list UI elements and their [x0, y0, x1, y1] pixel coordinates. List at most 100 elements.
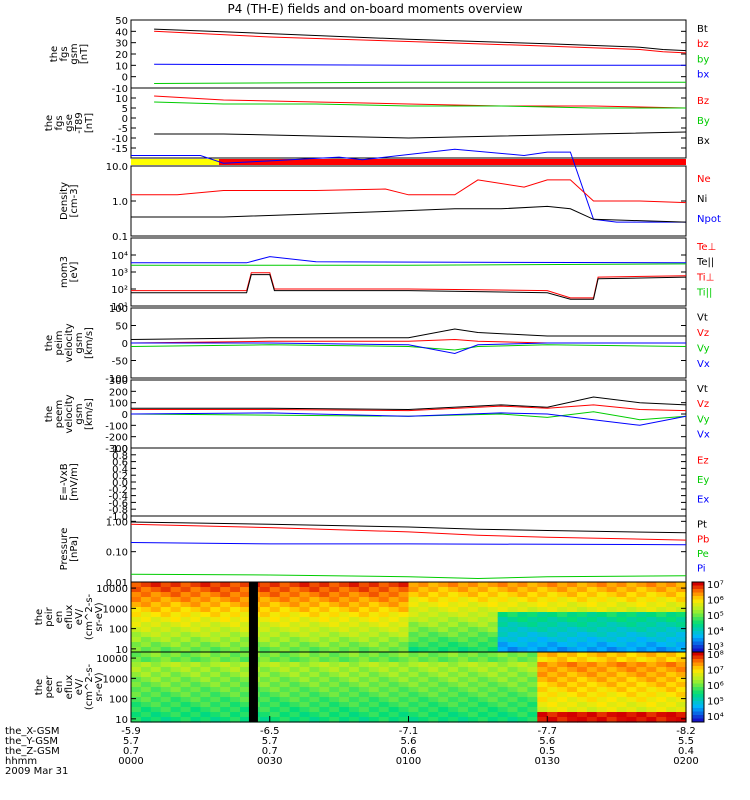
- peer-eflux-cell: [586, 702, 598, 708]
- peer-eflux-cell: [289, 712, 301, 718]
- e-field-ytick-label: 0.2: [112, 471, 128, 482]
- pressure-ytick-label: 1.00: [106, 517, 128, 528]
- peer-eflux-cell: [487, 697, 499, 703]
- peer-eflux-cell: [577, 687, 588, 693]
- peir-eflux-cell: [497, 617, 509, 623]
- peir-eflux-cell: [200, 647, 211, 653]
- peir-eflux-cell: [309, 582, 320, 588]
- peir-eflux-cell: [448, 602, 459, 608]
- peer-eflux-cell: [547, 672, 558, 678]
- peer-eflux-cell: [160, 687, 172, 693]
- peer-eflux-cell: [388, 697, 400, 703]
- peer-eflux-cell: [438, 692, 449, 698]
- peir-eflux-colorbar-tick: 10³: [707, 642, 724, 653]
- peer-eflux-cell: [309, 687, 320, 693]
- peer-eflux-cell: [269, 662, 281, 668]
- peir-eflux-cell: [468, 597, 479, 603]
- peir-eflux-cell: [279, 622, 291, 628]
- peir-eflux-cell: [220, 587, 231, 593]
- peir-eflux-cell: [279, 587, 291, 593]
- peir-eflux-cell: [606, 627, 618, 633]
- peer-eflux-cell: [606, 677, 618, 683]
- peer-eflux-cell: [319, 662, 330, 668]
- peer-eflux-cell: [468, 667, 479, 673]
- peer-eflux-cell: [676, 717, 687, 723]
- peir-eflux-cell: [586, 582, 598, 588]
- peir-eflux-cell: [428, 632, 439, 638]
- peer-eflux-colorbar-cell: [692, 697, 704, 702]
- peir-eflux-cell: [497, 642, 509, 648]
- peir-eflux-cell: [616, 582, 628, 588]
- peir-eflux-cell: [616, 607, 628, 613]
- fgs-gsm-legend-bx: bx: [697, 69, 709, 80]
- peir-eflux-cell: [626, 637, 637, 643]
- bottom-row-value: 0.7: [262, 746, 278, 757]
- peer-eflux-cell: [537, 717, 548, 723]
- peir-eflux-cell: [477, 587, 489, 593]
- peer-eflux-cell: [517, 657, 528, 663]
- peer-eflux-cell: [329, 652, 340, 658]
- peer-eflux-cell: [596, 662, 608, 668]
- peir-eflux-cell: [636, 622, 647, 628]
- peir-eflux-cell: [517, 637, 528, 643]
- fgs-gse-rbp-series-Bz: [154, 95, 687, 109]
- peer-eflux-cell: [517, 707, 528, 713]
- peer-eflux-cell: [180, 672, 192, 678]
- peer-eflux-cell: [230, 672, 241, 678]
- peer-eflux-cell: [586, 712, 598, 718]
- peer-eflux-cell: [368, 672, 380, 678]
- peir-eflux-cell: [279, 632, 291, 638]
- peer-eflux-cell: [418, 682, 429, 688]
- e-field-ytick-label: 1.0: [112, 444, 128, 455]
- peir-eflux-cell: [468, 627, 479, 633]
- e-field-ytick-label: -0.8: [108, 505, 128, 516]
- peer-eflux-cell: [259, 682, 271, 688]
- peir-eflux-cell: [220, 617, 231, 623]
- peer-eflux-cell: [131, 682, 142, 688]
- peir-eflux-cell: [329, 632, 340, 638]
- peir-eflux-cell: [636, 647, 647, 653]
- peir-eflux-cell: [468, 587, 479, 593]
- peer-eflux-cell: [567, 662, 578, 668]
- peer-eflux-cell: [438, 672, 449, 678]
- peer-eflux-cell: [646, 687, 657, 693]
- peer-eflux-cell: [567, 717, 578, 723]
- peer-eflux-cell: [537, 707, 548, 713]
- peir-eflux-cell: [557, 607, 568, 613]
- peer-eflux-cell: [190, 702, 201, 708]
- pressure-series-Pi: [130, 542, 687, 546]
- peir-eflux-cell: [200, 642, 211, 648]
- bottom-row-value: 0130: [535, 756, 560, 767]
- peer-eflux-cell: [259, 707, 271, 713]
- peir-eflux-cell: [160, 582, 172, 588]
- peer-eflux-cell: [150, 677, 162, 683]
- peer-eflux-cell: [398, 717, 410, 723]
- peir-eflux-cell: [448, 637, 459, 643]
- peer-eflux-cell: [140, 652, 152, 658]
- peer-eflux-colorbar-cell: [692, 673, 704, 677]
- peer-eflux-cell: [507, 677, 519, 683]
- peer-eflux-cell: [606, 717, 618, 723]
- peir-eflux-cell: [418, 642, 429, 648]
- peir-eflux-cell: [646, 622, 657, 628]
- peir-eflux-cell: [577, 582, 588, 588]
- peir-eflux-cell: [596, 607, 608, 613]
- peer-eflux-cell: [428, 682, 439, 688]
- peer-eflux-cell: [358, 652, 370, 658]
- peer-eflux-data-gap: [248, 652, 258, 722]
- peir-eflux-cell: [458, 612, 469, 618]
- peer-eflux-cell: [140, 677, 152, 683]
- peir-eflux-colorbar-cell: [692, 606, 704, 611]
- peir-eflux-cell: [666, 607, 677, 613]
- peir-eflux-cell: [646, 602, 657, 608]
- peir-eflux-cell: [398, 582, 410, 588]
- peir-eflux-cell: [378, 602, 390, 608]
- peir-eflux-cell: [180, 612, 192, 618]
- peem-velocity-series-Vt: [131, 396, 687, 411]
- peer-eflux-cell: [309, 652, 320, 658]
- peer-eflux-cell: [269, 697, 281, 703]
- peim-velocity-ylabel: [km/s]: [84, 327, 95, 359]
- peir-eflux-cell: [577, 617, 588, 623]
- peer-eflux-cell: [557, 657, 568, 663]
- peer-eflux-cell: [636, 682, 647, 688]
